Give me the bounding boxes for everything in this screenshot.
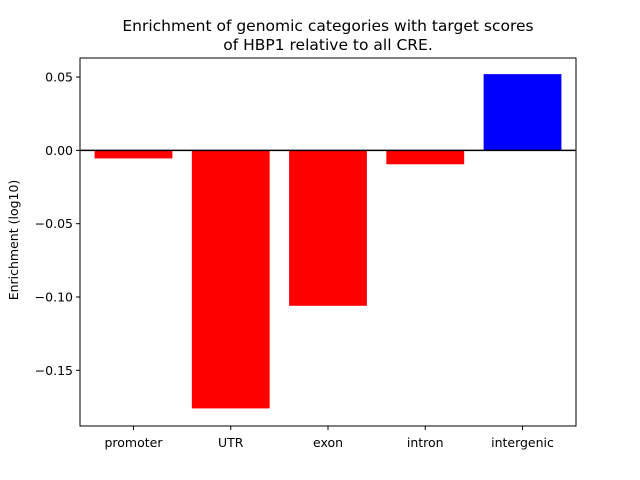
x-tick-label-exon: exon	[313, 435, 343, 450]
y-axis: 0.05 0.00 −0.05 −0.10 −0.15	[35, 70, 80, 378]
bar-exon	[289, 150, 367, 306]
bar-promoter	[94, 150, 173, 159]
y-tick-label: −0.15	[35, 363, 73, 378]
x-tick-label-intergenic: intergenic	[491, 435, 554, 450]
bar-intergenic	[483, 74, 562, 151]
y-tick-label: 0.05	[45, 70, 73, 85]
bars-group	[94, 74, 562, 409]
chart-title-line-1: Enrichment of genomic categories with ta…	[122, 17, 533, 35]
y-tick-label: −0.05	[35, 216, 73, 231]
x-tick-label-intron: intron	[407, 435, 444, 450]
x-tick-label-promoter: promoter	[104, 435, 163, 450]
x-tick-label-UTR: UTR	[218, 435, 244, 450]
y-axis-label: Enrichment (log10)	[6, 180, 21, 301]
bar-intron	[386, 150, 465, 165]
x-axis: promoter UTR exon intron intergenic	[104, 426, 554, 450]
y-tick-label: −0.10	[35, 289, 73, 304]
bar-UTR	[191, 150, 270, 409]
y-tick-label: 0.00	[45, 143, 73, 158]
chart-title-line-2: of HBP1 relative to all CRE.	[223, 36, 433, 54]
